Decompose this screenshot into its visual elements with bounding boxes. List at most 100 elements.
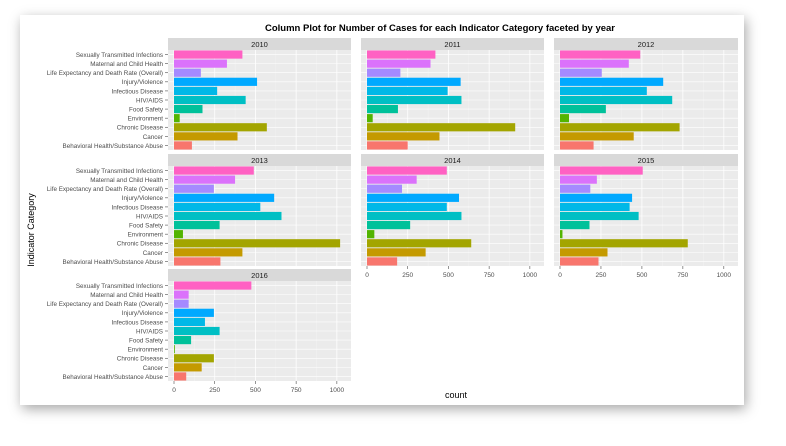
bar-2015-9 [560,239,688,248]
facet-strip [168,269,351,281]
bar-2016-6 [174,326,220,336]
y-tick-label: Environment [128,232,164,239]
y-tick-label: Maternal and Child Health [90,61,163,68]
y-tick-label: Behavioral Health/Substance Abuse [63,374,164,381]
bar-2013-2 [174,175,236,184]
bar-2012-9 [560,123,680,132]
bar-2014-9 [367,239,472,248]
bar-2014-8 [367,230,375,239]
y-tick-label: Cancer [143,250,163,257]
x-tick-label: 500 [443,272,454,279]
x-tick-label: 250 [209,387,220,394]
bar-2016-9 [174,354,214,363]
x-tick-label: 750 [677,272,688,279]
x-tick-label: 0 [558,272,562,279]
y-tick-label: Sexually Transmitted Infections [76,168,163,175]
y-tick-label: Environment [128,347,164,354]
bar-2012-8 [560,114,570,123]
bar-2014-7 [367,221,411,230]
x-tick-label: 250 [596,272,607,279]
bar-2011-1 [367,50,436,59]
x-tick-label: 750 [291,387,302,394]
facet-strip [168,154,351,166]
facet-strip-label: 2010 [251,40,268,49]
x-tick-label: 0 [172,387,176,394]
bar-2013-8 [174,230,183,239]
y-tick-label: Cancer [143,365,163,372]
bar-2012-3 [560,68,602,77]
bar-2012-10 [560,132,634,141]
bar-2012-2 [560,59,629,68]
x-tick-label: 500 [636,272,647,279]
facet-strip-label: 2014 [444,156,461,165]
bar-2015-3 [560,184,591,193]
facet-strip [361,38,544,50]
y-tick-label: Infectious Disease [112,204,164,211]
facet-panel-2014: 2014 0 250 500 750 1000 [361,154,544,279]
bar-2016-4 [174,308,214,317]
bar-2012-7 [560,105,606,114]
bar-2012-6 [560,95,673,105]
y-tick-label: Life Expectancy and Death Rate (Overall) [47,301,163,308]
y-tick-label: HIV/AIDS [136,97,163,104]
bar-2012-5 [560,86,647,95]
y-tick-label: Life Expectancy and Death Rate (Overall) [47,70,163,77]
bar-2010-8 [174,114,180,123]
bar-2013-1 [174,166,254,175]
bar-2010-7 [174,105,203,114]
facet-strip-label: 2015 [638,156,655,165]
bar-2015-2 [560,175,597,184]
bar-2013-11 [174,257,221,266]
facet-panel-2010: 2010 Sexually Transmitted Infections Mater… [47,38,351,150]
x-tick-label: 0 [365,272,369,279]
x-tick-label: 1000 [523,272,538,279]
bar-2010-9 [174,123,267,132]
bar-2010-11 [174,141,192,150]
y-tick-label: Chronic Disease [117,356,164,363]
facet-strip [554,38,738,50]
bar-2015-7 [560,221,590,230]
bar-2011-10 [367,132,440,141]
y-tick-label: Life Expectancy and Death Rate (Overall) [47,186,163,193]
bar-2010-1 [174,50,243,59]
bar-2011-6 [367,95,462,105]
x-tick-label: 1000 [717,272,732,279]
facet-strip [168,38,351,50]
y-tick-label: Behavioral Health/Substance Abuse [63,143,164,150]
bar-2015-1 [560,166,643,175]
y-tick-label: HIV/AIDS [136,213,163,220]
bar-2016-7 [174,336,192,345]
y-tick-label: Food Safety [129,106,164,113]
y-tick-label: Maternal and Child Health [90,177,163,184]
bar-2010-4 [174,77,258,86]
bar-2014-2 [367,175,417,184]
bar-2011-7 [367,105,398,114]
bar-2013-10 [174,248,243,257]
bar-2012-11 [560,141,594,150]
facet-panel-2015: 2015 0 250 500 750 1000 [554,154,738,279]
y-tick-label: Maternal and Child Health [90,292,163,299]
bar-2012-1 [560,50,641,59]
facet-strip-label: 2013 [251,156,268,165]
bar-2013-7 [174,221,220,230]
bar-2013-6 [174,211,282,221]
facet-panel-2011: 2011 [361,38,544,150]
bar-2015-6 [560,211,639,221]
bar-2014-4 [367,193,460,202]
bar-2013-9 [174,239,341,248]
x-tick-label: 1000 [330,387,345,394]
bar-2015-8 [560,230,563,239]
chart-title: Column Plot for Number of Cases for each… [265,23,615,34]
bar-2016-8 [174,345,175,354]
bar-2014-10 [367,248,426,257]
bar-2015-4 [560,193,633,202]
y-tick-label: Sexually Transmitted Infections [76,52,163,59]
y-tick-label: Cancer [143,134,163,141]
facet-strip-label: 2011 [444,40,460,49]
bar-2010-10 [174,132,238,141]
bar-2016-1 [174,281,252,290]
bar-2010-2 [174,59,227,68]
y-tick-label: Infectious Disease [112,319,164,326]
facet-strip-label: 2016 [251,271,268,280]
facet-strip-label: 2012 [638,40,655,49]
